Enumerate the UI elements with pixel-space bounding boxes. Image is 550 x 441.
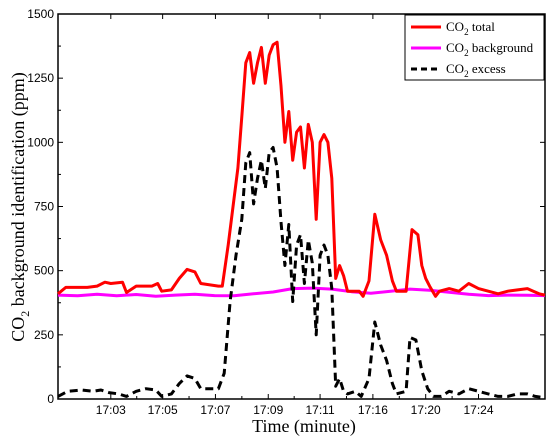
x-tick-label: 17:05 [148, 403, 178, 417]
series-line-0 [57, 40, 546, 298]
x-tick-label: 17:16 [358, 403, 388, 417]
axis-ticks [58, 13, 545, 400]
y-tick-label: 250 [34, 328, 54, 342]
x-axis-title: Time (minute) [252, 416, 356, 437]
series-line-2 [57, 146, 546, 400]
legend-label-0: CO2 total [446, 19, 495, 37]
y-tick-label: 750 [34, 200, 54, 214]
x-tick-label: 17:03 [96, 403, 126, 417]
y-axis-title-rest: background identification (ppm) [8, 72, 29, 310]
legend-label-2: CO2 excess [446, 61, 506, 79]
y-tick-label: 1000 [27, 135, 54, 149]
legend-label-1: CO2 background [446, 40, 534, 58]
series-layer [57, 40, 546, 400]
series-line-1 [57, 286, 546, 298]
legend: CO2 total CO2 background CO2 excess [404, 14, 545, 81]
y-axis-title-main: CO [8, 317, 28, 342]
x-tick-label: 17:20 [411, 403, 441, 417]
y-tick-label: 500 [34, 264, 54, 278]
y-tick-label: 0 [47, 392, 54, 406]
x-tick-label: 17:11 [306, 403, 335, 417]
y-axis-title: CO2 background identification (ppm) [8, 72, 32, 341]
x-tick-label: 17:07 [200, 403, 230, 417]
tick-labels: 0 250 500 750 1000 1250 1500 17:03 17:05 17:07 17:… [27, 7, 494, 417]
y-tick-label: 1250 [27, 71, 54, 85]
x-tick-label: 17:24 [463, 403, 493, 417]
y-axis-title-subscript: 2 [18, 311, 32, 317]
x-tick-label: 17:09 [253, 403, 283, 417]
y-tick-label: 1500 [27, 7, 54, 21]
